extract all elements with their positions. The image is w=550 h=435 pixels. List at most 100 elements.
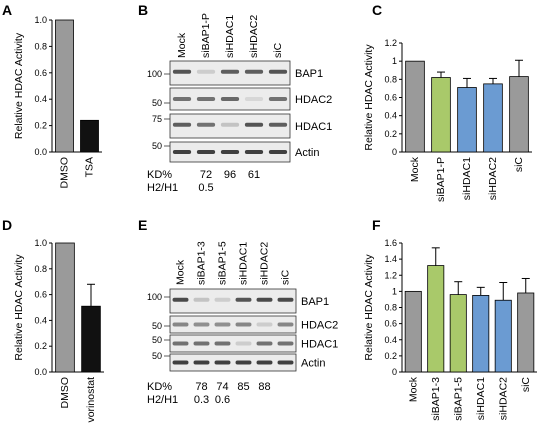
blot-b-lane-label: siHDAC1 bbox=[224, 15, 236, 58]
blot-e-protein-band bbox=[235, 322, 252, 327]
chart-a-x-tick-label: DMSO bbox=[59, 157, 71, 189]
blot-e-blot-strip bbox=[169, 353, 297, 372]
blot-e-protein-band bbox=[172, 341, 189, 346]
chart-f-x-tick-label: siHDAC2 bbox=[497, 377, 509, 420]
blot-e-band-label: HDAC2 bbox=[301, 320, 338, 332]
panel-letter-f: F bbox=[372, 217, 381, 233]
chart-c-y-tick-label: 0 bbox=[392, 147, 397, 157]
chart-d-x-tick-label: DMSO bbox=[59, 377, 71, 409]
blot-b-protein-band bbox=[172, 69, 192, 74]
chart-d-y-tick-label: 0.2 bbox=[34, 341, 47, 351]
panel-letter-a: A bbox=[2, 2, 12, 18]
panel-letter-c: C bbox=[372, 2, 382, 18]
blot-b-protein-band bbox=[268, 150, 288, 154]
chart-c-y-tick-label: 0.2 bbox=[384, 129, 397, 139]
chart-d-y-tick-label: 0.0 bbox=[34, 367, 47, 377]
chart-c-x-tick-label: siHDAC1 bbox=[461, 157, 473, 200]
blot-b-lane-label: Mock bbox=[176, 32, 188, 58]
chart-f-x-tick-label: siHDAC1 bbox=[475, 377, 487, 420]
chart-a-bar bbox=[55, 19, 74, 153]
blot-b-protein-band bbox=[196, 97, 216, 101]
chart-d-bar bbox=[81, 305, 101, 373]
blot-b-band-label: HDAC1 bbox=[295, 121, 332, 133]
blot-e-kd-label: KD% bbox=[147, 381, 172, 393]
blot-b-ratio-value: 0.5 bbox=[198, 182, 213, 194]
blot-b-band-label: BAP1 bbox=[295, 68, 323, 80]
blot-e-protein-band bbox=[214, 322, 231, 327]
blot-b-kd-label: KD% bbox=[147, 169, 172, 181]
chart-c-bar bbox=[405, 60, 425, 153]
blot-e-lane-label: Mock bbox=[175, 259, 187, 285]
blot-e-protein-band bbox=[256, 322, 273, 327]
blot-e-protein-band bbox=[277, 322, 294, 327]
chart-d-y-tick-label: 0.6 bbox=[34, 290, 47, 300]
chart-a-y-tick-label: 0.2 bbox=[34, 121, 47, 131]
blot-e-kd-value: 85 bbox=[237, 381, 249, 393]
chart-c-bar bbox=[509, 76, 529, 153]
blot-b-protein-band bbox=[220, 122, 240, 127]
blot-b-protein-band bbox=[244, 69, 264, 74]
chart-f-y-tick-label: 1.6 bbox=[384, 238, 397, 248]
blot-e-lane-label: siBAP1-5 bbox=[217, 241, 229, 285]
blot-e-protein-band bbox=[235, 341, 252, 346]
chart-f-bar bbox=[449, 294, 467, 373]
blot-e-protein-band bbox=[256, 360, 273, 365]
blot-e-marker-label: 50 bbox=[152, 335, 162, 345]
panel-letter-e: E bbox=[138, 217, 147, 233]
blot-b-protein-band bbox=[268, 97, 288, 101]
blot-b-marker-label: 100 bbox=[147, 69, 162, 79]
chart-a-y-tick-label: 0.8 bbox=[34, 41, 47, 51]
blot-e-protein-band bbox=[256, 297, 273, 302]
blot-b-protein-band bbox=[172, 150, 192, 154]
blot-b-protein-band bbox=[196, 150, 216, 154]
chart-a-y-tick-label: 0.0 bbox=[34, 147, 47, 157]
blot-e-protein-band bbox=[256, 341, 273, 346]
chart-c-y-tick-label: 0.6 bbox=[384, 93, 397, 103]
blot-b-marker-label: 50 bbox=[152, 98, 162, 108]
chart-f-y-tick-label: 1.4 bbox=[384, 254, 397, 264]
blot-e-lane-label: siC bbox=[280, 269, 292, 285]
chart-f-x-tick-label: siBAP1-3 bbox=[430, 377, 442, 421]
blot-e-ratio-value: 0.6 bbox=[215, 394, 230, 406]
chart-d-y-axis-label: Relative HDAC Activity bbox=[13, 254, 25, 361]
blot-e-protein-band bbox=[193, 322, 210, 327]
blot-e-protein-band bbox=[193, 360, 210, 365]
blot-e-protein-band bbox=[172, 360, 189, 365]
chart-a-y-tick-label: 0.6 bbox=[34, 68, 47, 78]
blot-e-protein-band bbox=[235, 297, 252, 302]
chart-a-y-axis-label: Relative HDAC Activity bbox=[13, 32, 25, 139]
blot-e-blot-strip bbox=[169, 334, 297, 353]
chart-d-y-tick-label: 0.8 bbox=[34, 264, 47, 274]
blot-e-protein-band bbox=[214, 297, 231, 302]
blot-b-protein-band bbox=[196, 122, 216, 127]
blot-b-band-label: Actin bbox=[295, 147, 319, 159]
panel-letter-d: D bbox=[2, 217, 12, 233]
blot-e-band-label: BAP1 bbox=[301, 296, 329, 308]
chart-a-x-tick-label: TSA bbox=[84, 157, 96, 177]
blot-b-kd-value: 61 bbox=[248, 169, 260, 181]
blot-e-lane-label: siBAP1-3 bbox=[196, 241, 208, 285]
blot-e-band-label: Actin bbox=[301, 358, 325, 370]
chart-d-x-tick-label: vorinostat bbox=[85, 377, 97, 423]
chart-f-y-tick-label: 1.2 bbox=[384, 270, 397, 280]
blot-e-blot-strip bbox=[169, 315, 297, 334]
blot-b-lane-label: siBAP1-P bbox=[200, 13, 212, 58]
blot-b-protein-band bbox=[220, 97, 240, 101]
blot-e-ratio-label: H2/H1 bbox=[147, 394, 178, 406]
blot-e-protein-band bbox=[172, 297, 189, 302]
chart-panel-d: 0.0 0.2 0.4 0.6 0.8 1.0 Relative HDAC Activity… bbox=[13, 238, 104, 423]
blot-e-protein-band bbox=[214, 360, 231, 365]
blot-b-marker-label: 75 bbox=[152, 114, 162, 124]
chart-c-bar bbox=[431, 77, 451, 153]
chart-f-bar bbox=[427, 265, 445, 373]
chart-c-x-tick-label: siC bbox=[513, 157, 525, 173]
blot-b-protein-band bbox=[244, 97, 264, 101]
blot-b-protein-band bbox=[220, 69, 240, 74]
blot-e-protein-band bbox=[235, 360, 252, 365]
chart-f-y-tick-label: 0 bbox=[392, 367, 397, 377]
chart-c-y-axis-label: Relative HDAC Activity bbox=[363, 44, 375, 151]
blot-e-protein-band bbox=[172, 322, 189, 327]
blot-e-protein-band bbox=[214, 341, 231, 346]
blot-b-marker-label: 50 bbox=[152, 141, 162, 151]
chart-f-y-tick-label: 0.2 bbox=[384, 351, 397, 361]
